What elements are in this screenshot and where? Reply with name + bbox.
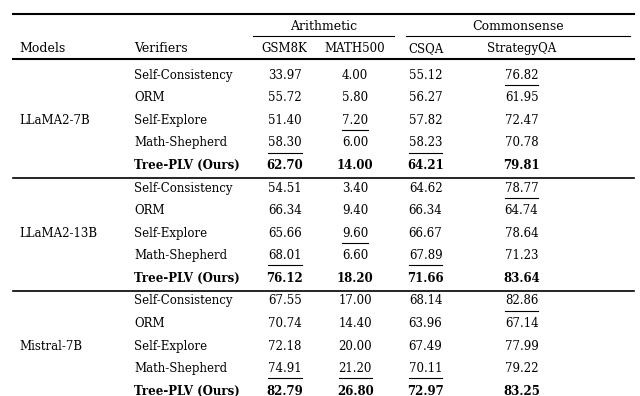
Text: 9.60: 9.60 — [342, 227, 369, 240]
Text: 4.00: 4.00 — [342, 69, 369, 82]
Text: GSM8K: GSM8K — [262, 42, 308, 55]
Text: 14.40: 14.40 — [339, 317, 372, 330]
Text: 56.27: 56.27 — [409, 91, 442, 104]
Text: Tree-PLV (Ours): Tree-PLV (Ours) — [134, 385, 240, 396]
Text: Self-Explore: Self-Explore — [134, 339, 207, 352]
Text: Self-Consistency: Self-Consistency — [134, 294, 233, 307]
Text: CSQA: CSQA — [408, 42, 444, 55]
Text: 63.96: 63.96 — [409, 317, 442, 330]
Text: 67.14: 67.14 — [505, 317, 538, 330]
Text: 5.80: 5.80 — [342, 91, 368, 104]
Text: 71.66: 71.66 — [407, 272, 444, 285]
Text: 6.60: 6.60 — [342, 249, 369, 262]
Text: Math-Shepherd: Math-Shepherd — [134, 362, 228, 375]
Text: 21.20: 21.20 — [339, 362, 372, 375]
Text: 82.86: 82.86 — [505, 294, 538, 307]
Text: 58.30: 58.30 — [268, 136, 301, 149]
Text: 6.00: 6.00 — [342, 136, 369, 149]
Text: LLaMA2-7B: LLaMA2-7B — [19, 114, 90, 127]
Text: 66.67: 66.67 — [409, 227, 442, 240]
Text: Self-Consistency: Self-Consistency — [134, 69, 233, 82]
Text: Tree-PLV (Ours): Tree-PLV (Ours) — [134, 159, 240, 172]
Text: 55.12: 55.12 — [409, 69, 442, 82]
Text: Verifiers: Verifiers — [134, 42, 188, 55]
Text: 78.77: 78.77 — [505, 181, 538, 194]
Text: 66.34: 66.34 — [409, 204, 442, 217]
Text: StrategyQA: StrategyQA — [487, 42, 556, 55]
Text: 26.80: 26.80 — [337, 385, 374, 396]
Text: 70.74: 70.74 — [268, 317, 301, 330]
Text: 67.49: 67.49 — [409, 339, 442, 352]
Text: Arithmetic: Arithmetic — [290, 20, 356, 33]
Text: 83.64: 83.64 — [503, 272, 540, 285]
Text: 58.23: 58.23 — [409, 136, 442, 149]
Text: 65.66: 65.66 — [268, 227, 301, 240]
Text: 74.91: 74.91 — [268, 362, 301, 375]
Text: 14.00: 14.00 — [337, 159, 374, 172]
Text: Self-Consistency: Self-Consistency — [134, 181, 233, 194]
Text: 79.22: 79.22 — [505, 362, 538, 375]
Text: 66.34: 66.34 — [268, 204, 301, 217]
Text: 3.40: 3.40 — [342, 181, 369, 194]
Text: Commonsense: Commonsense — [472, 20, 564, 33]
Text: LLaMA2-13B: LLaMA2-13B — [19, 227, 97, 240]
Text: 51.40: 51.40 — [268, 114, 301, 127]
Text: ORM: ORM — [134, 91, 165, 104]
Text: 17.00: 17.00 — [339, 294, 372, 307]
Text: 61.95: 61.95 — [505, 91, 538, 104]
Text: Math-Shepherd: Math-Shepherd — [134, 136, 228, 149]
Text: 55.72: 55.72 — [268, 91, 301, 104]
Text: 78.64: 78.64 — [505, 227, 538, 240]
Text: 20.00: 20.00 — [339, 339, 372, 352]
Text: ORM: ORM — [134, 204, 165, 217]
Text: Math-Shepherd: Math-Shepherd — [134, 249, 228, 262]
Text: 9.40: 9.40 — [342, 204, 369, 217]
Text: 7.20: 7.20 — [342, 114, 368, 127]
Text: 54.51: 54.51 — [268, 181, 301, 194]
Text: 67.55: 67.55 — [268, 294, 301, 307]
Text: 79.81: 79.81 — [503, 159, 540, 172]
Text: 72.18: 72.18 — [268, 339, 301, 352]
Text: 64.21: 64.21 — [407, 159, 444, 172]
Text: 83.25: 83.25 — [503, 385, 540, 396]
Text: Mistral-7B: Mistral-7B — [19, 339, 83, 352]
Text: Tree-PLV (Ours): Tree-PLV (Ours) — [134, 272, 240, 285]
Text: Self-Explore: Self-Explore — [134, 114, 207, 127]
Text: Self-Explore: Self-Explore — [134, 227, 207, 240]
Text: Models: Models — [19, 42, 65, 55]
Text: MATH500: MATH500 — [325, 42, 385, 55]
Text: 70.11: 70.11 — [409, 362, 442, 375]
Text: 82.79: 82.79 — [266, 385, 303, 396]
Text: 64.74: 64.74 — [505, 204, 538, 217]
Text: 70.78: 70.78 — [505, 136, 538, 149]
Text: 33.97: 33.97 — [268, 69, 301, 82]
Text: 76.12: 76.12 — [266, 272, 303, 285]
Text: 77.99: 77.99 — [505, 339, 538, 352]
Text: ORM: ORM — [134, 317, 165, 330]
Text: 72.47: 72.47 — [505, 114, 538, 127]
Text: 68.01: 68.01 — [268, 249, 301, 262]
Text: 76.82: 76.82 — [505, 69, 538, 82]
Text: 72.97: 72.97 — [407, 385, 444, 396]
Text: 62.70: 62.70 — [266, 159, 303, 172]
Text: 57.82: 57.82 — [409, 114, 442, 127]
Text: 67.89: 67.89 — [409, 249, 442, 262]
Text: 68.14: 68.14 — [409, 294, 442, 307]
Text: 71.23: 71.23 — [505, 249, 538, 262]
Text: 18.20: 18.20 — [337, 272, 374, 285]
Text: 64.62: 64.62 — [409, 181, 442, 194]
